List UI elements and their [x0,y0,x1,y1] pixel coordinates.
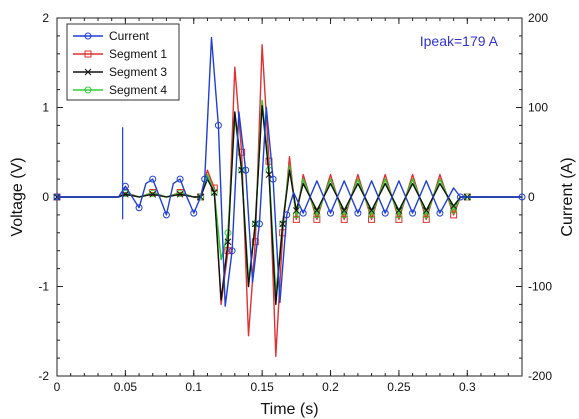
data-point [135,204,143,212]
y2-tick-label: 100 [528,101,548,115]
data-point [436,209,444,217]
legend-marker [84,86,92,94]
data-point [368,211,376,219]
data-point [354,209,362,217]
data-point [210,189,218,196]
peak-annotation: Ipeak=179 A [420,33,499,49]
data-point [299,209,307,217]
data-point [422,211,430,219]
data-point [190,209,198,217]
data-point [395,215,403,223]
y-tick-label: 2 [42,11,49,25]
data-point [255,220,263,228]
y-tick-label: 0 [42,190,49,204]
y2-axis-title: Current (A) [559,157,576,236]
series-line [57,99,522,297]
x-tick-label: 0.15 [250,380,274,394]
legend: Current Segment 1 Segment 3 Segment 4 [66,23,180,101]
legend-label: Current [109,29,150,43]
data-point [224,238,232,246]
data-point [149,175,157,183]
legend-item: Segment 3 [73,65,167,79]
y-tick-label: 1 [42,101,49,115]
data-point [176,189,184,197]
data-point [201,175,209,183]
data-point [176,175,184,183]
legend-marker [84,32,92,40]
data-point [450,206,458,214]
data-point [313,215,321,223]
data-point [340,207,348,214]
data-point [368,207,375,214]
x-tick-label: 0.25 [387,380,411,394]
legend-item: Current [73,29,150,43]
legend-label: Segment 1 [109,47,167,61]
data-point [292,215,300,223]
series-current [53,37,526,307]
y-axis-title: Voltage (V) [9,157,26,236]
data-point [292,207,300,214]
x-tick-label: 0 [54,380,61,394]
data-point [450,202,457,210]
data-point [313,207,321,214]
data-point [518,193,526,201]
data-point [327,209,335,217]
data-point [53,193,61,201]
data-point [251,238,259,246]
data-point [395,211,403,219]
data-point [176,190,184,198]
data-point [292,211,300,219]
legend-label: Segment 3 [109,65,167,79]
data-point [283,211,291,219]
x-tick-label: 0.05 [114,380,138,394]
data-point [340,215,348,223]
y2-tick-label: -200 [528,369,552,383]
y-tick-label: -2 [38,369,49,383]
data-point [313,211,321,219]
data-point [122,190,129,198]
series-line [57,104,522,306]
series-segment-4 [53,99,522,297]
y2-tick-label: 200 [528,11,548,25]
legend-item: Segment 4 [73,83,167,97]
series-segment-3 [53,104,522,306]
data-point [242,166,250,174]
data-point [340,211,348,219]
y2-tick-label: -100 [528,280,552,294]
data-point [214,121,222,129]
data-point [422,215,430,223]
data-point [450,211,458,219]
legend-label: Segment 4 [109,83,167,97]
data-point [422,207,430,214]
data-point [456,193,464,201]
x-tick-label: 0.1 [185,380,202,394]
data-point [279,220,287,228]
series-line [57,37,522,307]
data-point [381,209,389,217]
data-point [368,215,376,223]
y2-tick-label: 0 [528,190,535,204]
data-point [162,211,170,219]
y-tick-label: -1 [38,280,49,294]
data-point [149,190,157,198]
data-point [395,207,403,214]
data-point [149,189,157,197]
legend-item: Segment 1 [73,47,167,61]
x-tick-label: 0.3 [459,380,476,394]
x-tick-label: 0.2 [322,380,339,394]
data-point [269,175,277,183]
x-axis-title: Time (s) [260,401,318,418]
data-point [409,209,417,217]
legend-marker [84,50,92,58]
data-point [228,247,236,255]
legend-marker [84,68,92,76]
